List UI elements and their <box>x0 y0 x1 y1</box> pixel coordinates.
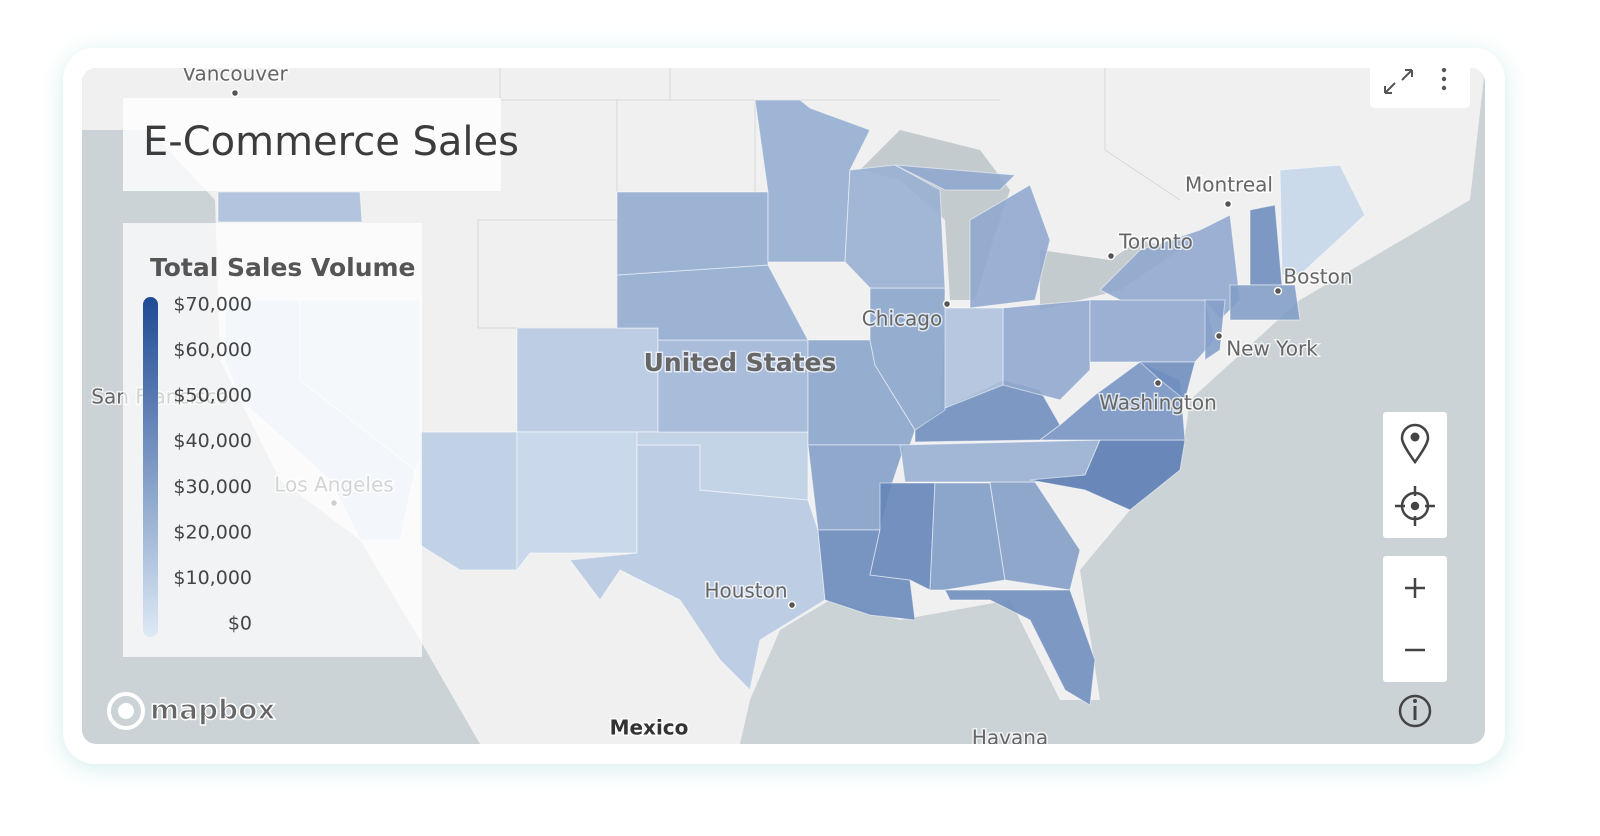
zoom-controls <box>1383 556 1447 682</box>
place-label: Mexico <box>610 716 689 740</box>
mapbox-logo: mapbox <box>150 693 275 726</box>
zoom-in[interactable] <box>1405 578 1425 598</box>
legend-tick-label: $60,000 <box>173 339 252 361</box>
region <box>1279 164 1366 276</box>
legend-tick-label: $70,000 <box>173 294 252 316</box>
place-dot <box>1214 331 1224 341</box>
legend-title: Total Sales Volume <box>150 253 416 282</box>
place-label: Washington <box>1099 391 1217 415</box>
legend-tick-label: $40,000 <box>173 430 252 452</box>
title-panel <box>123 98 501 191</box>
region <box>1229 284 1301 321</box>
legend-tick-label: $50,000 <box>173 385 252 407</box>
place-label: Vancouver <box>182 62 288 86</box>
place-label: Houston <box>704 579 787 603</box>
legend-tick-label: $0 <box>228 613 252 635</box>
region <box>944 589 1096 706</box>
region <box>419 431 518 571</box>
locate-button[interactable] <box>1395 486 1435 526</box>
place-label: Boston <box>1283 265 1352 289</box>
place-dot <box>1273 286 1283 296</box>
place-label: Havana <box>972 726 1048 750</box>
pin-dot <box>1410 432 1420 442</box>
attribution[interactable]: mapbox <box>107 692 276 730</box>
place-dot <box>1153 378 1163 388</box>
legend-tick-label: $10,000 <box>173 567 252 589</box>
place-label: United States <box>644 348 837 377</box>
place-dot <box>787 600 797 610</box>
legend-bar <box>143 297 158 637</box>
region <box>1029 439 1186 511</box>
place-dot <box>1223 199 1233 209</box>
place-label: Chicago <box>862 307 942 331</box>
place-dot <box>942 299 952 309</box>
region <box>929 482 1006 591</box>
region <box>894 164 1051 309</box>
expand-button[interactable] <box>1384 69 1413 94</box>
region <box>217 191 363 223</box>
place-dot <box>1106 251 1116 261</box>
info-button[interactable] <box>1398 694 1432 728</box>
map[interactable]: Vancouver Montreal Toronto Boston New York Wa… <box>82 60 1485 750</box>
toolbar <box>1370 68 1470 108</box>
legend-tick-label: $20,000 <box>173 521 252 543</box>
region <box>899 439 1101 483</box>
region <box>1089 299 1216 363</box>
region <box>516 431 638 572</box>
title: E-Commerce Sales <box>143 119 519 165</box>
region <box>869 482 936 591</box>
pin-button[interactable] <box>1400 423 1430 465</box>
legend-tick-label: $30,000 <box>173 476 252 498</box>
place-label: Montreal <box>1185 173 1273 197</box>
more-button[interactable] <box>1441 68 1447 91</box>
region <box>1138 361 1196 401</box>
place-dot <box>230 88 240 98</box>
region <box>516 327 659 433</box>
place-label: Toronto <box>1118 230 1193 254</box>
region <box>1204 299 1226 361</box>
place-label: New York <box>1226 337 1318 361</box>
region <box>616 191 769 276</box>
legend-panel <box>123 223 422 657</box>
